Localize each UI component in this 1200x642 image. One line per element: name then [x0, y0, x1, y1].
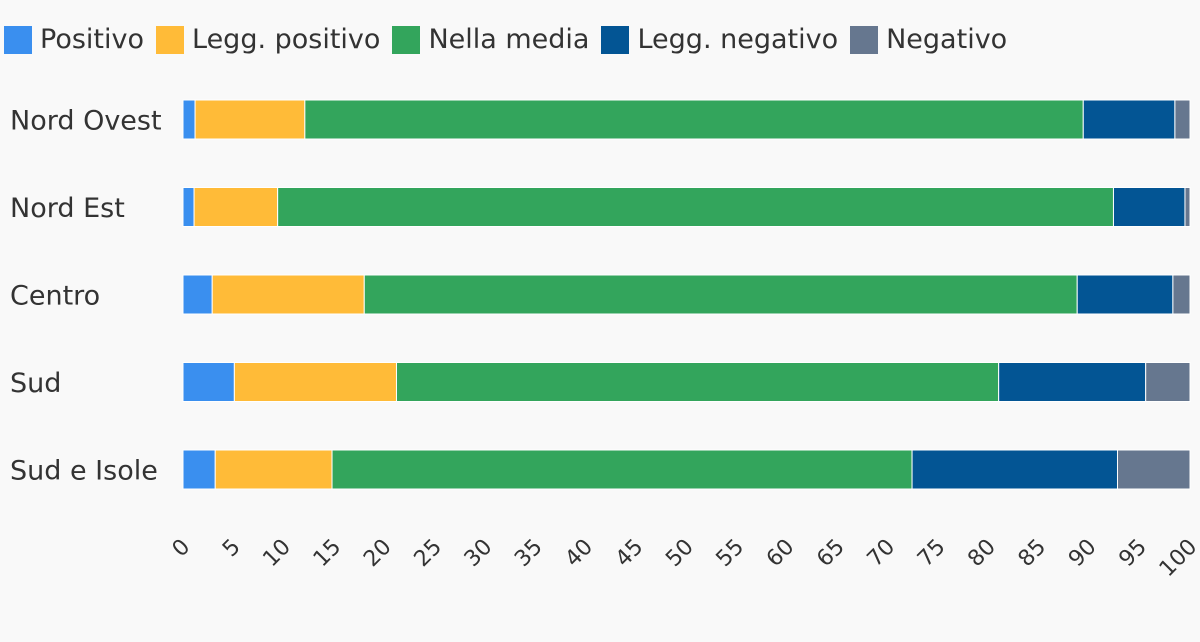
legend-label: Legg. positivo	[192, 24, 381, 55]
bar-segment[interactable]	[1145, 362, 1191, 402]
x-tick-label: 30	[460, 535, 497, 572]
bar-segment[interactable]	[211, 274, 365, 315]
x-tick-label: 90	[1064, 535, 1101, 572]
x-tick-label: 5	[218, 535, 246, 563]
bar-segment[interactable]	[998, 362, 1147, 402]
bar-segment[interactable]	[363, 274, 1078, 315]
x-tick-label: 40	[561, 535, 598, 572]
x-tick-label: 85	[1014, 535, 1051, 572]
chart-legend: Positivo Legg. positivo Nella media Legg. n…	[4, 22, 1019, 58]
category-label: Sud e Isole	[10, 456, 158, 487]
bar-segment[interactable]	[911, 449, 1118, 490]
bar-segment[interactable]	[395, 362, 1000, 402]
x-tick-label: 75	[913, 535, 950, 572]
legend-item[interactable]: Legg. negativo	[601, 22, 838, 58]
bar-segment[interactable]	[1172, 274, 1191, 315]
bar-segment[interactable]	[214, 449, 333, 490]
legend-swatch	[601, 26, 630, 54]
x-tick-label: 20	[359, 535, 396, 572]
legend-swatch	[156, 26, 184, 54]
bar-segment[interactable]	[182, 274, 213, 315]
legend-label: Legg. negativo	[637, 24, 839, 55]
category-label: Nord Est	[10, 193, 125, 224]
bar-segment[interactable]	[182, 362, 235, 402]
legend-item[interactable]: Positivo	[4, 22, 144, 58]
bar-segment[interactable]	[182, 449, 216, 490]
x-tick-label: 35	[510, 535, 547, 572]
x-tick-label: 15	[309, 535, 346, 572]
x-tick-label: 65	[812, 535, 849, 572]
x-tick-label: 55	[712, 535, 749, 572]
legend-label: Nella media	[428, 24, 590, 55]
bar-segment[interactable]	[1076, 274, 1174, 315]
x-tick-label: 95	[1114, 535, 1151, 572]
category-label: Sud	[10, 368, 61, 399]
category-label: Nord Ovest	[10, 106, 162, 137]
x-tick-label: 25	[410, 535, 447, 572]
x-tick-label: 80	[963, 535, 1000, 572]
legend-item[interactable]: Negativo	[850, 22, 1007, 58]
x-tick-label: 50	[661, 535, 698, 572]
bar-segment[interactable]	[1116, 449, 1191, 490]
bar-segment[interactable]	[1112, 187, 1186, 227]
x-tick-label: 45	[611, 535, 648, 572]
legend-item[interactable]: Nella media	[392, 22, 589, 58]
bar-segment[interactable]	[331, 449, 913, 490]
x-tick-label: 10	[258, 535, 295, 572]
x-tick-label: 100	[1155, 535, 1200, 582]
bar-segment[interactable]	[304, 99, 1084, 140]
bar-segment[interactable]	[193, 187, 279, 227]
x-tick-label: 0	[168, 535, 196, 563]
bar-segment[interactable]	[182, 187, 195, 227]
legend-swatch	[850, 26, 879, 54]
bar-segment[interactable]	[194, 99, 306, 140]
bar-segment[interactable]	[1184, 187, 1191, 227]
legend-swatch	[392, 26, 421, 54]
bar-segment[interactable]	[182, 99, 196, 140]
x-tick-label: 60	[762, 535, 799, 572]
legend-item[interactable]: Legg. positivo	[156, 22, 380, 58]
bar-segment[interactable]	[1082, 99, 1176, 140]
bar-segment[interactable]	[233, 362, 397, 402]
category-label: Centro	[10, 281, 100, 312]
bar-segment[interactable]	[1174, 99, 1191, 140]
legend-label: Negativo	[886, 24, 1008, 55]
bar-segment[interactable]	[277, 187, 1114, 227]
legend-label: Positivo	[40, 24, 144, 55]
x-tick-label: 70	[863, 535, 900, 572]
legend-swatch	[4, 26, 32, 54]
